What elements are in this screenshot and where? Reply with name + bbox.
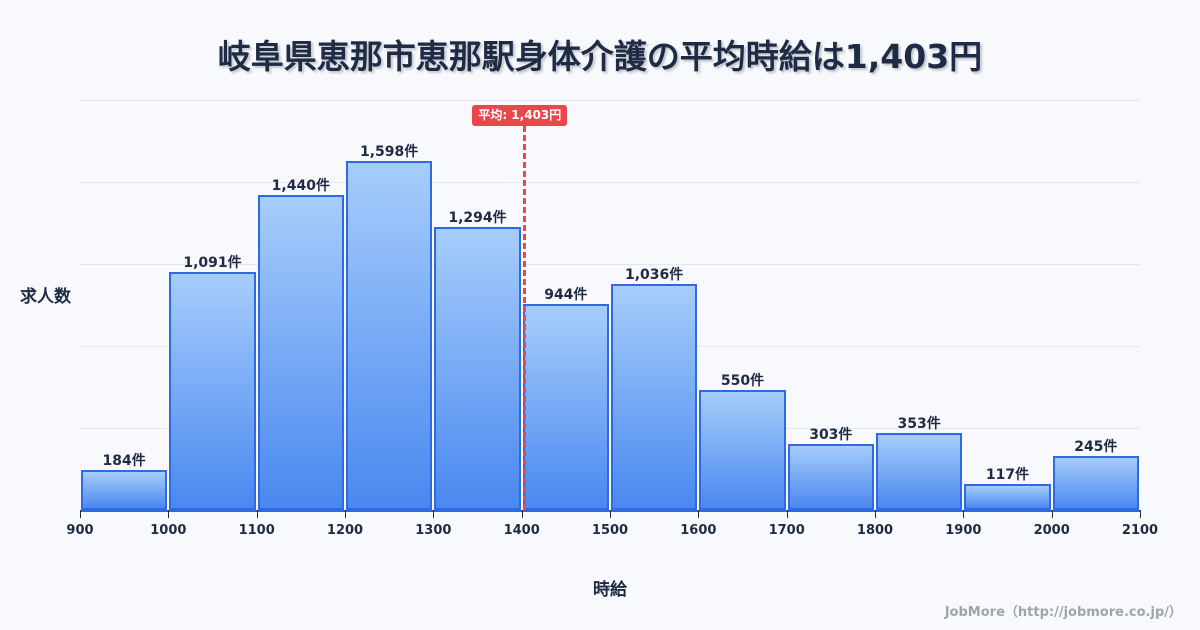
x-tick-label: 1300 [415, 523, 452, 538]
x-tick [963, 510, 965, 518]
x-tick-label: 1200 [326, 523, 364, 538]
x-tick-label: 1600 [680, 523, 717, 538]
histogram-bar [169, 271, 256, 510]
histogram-bar [964, 484, 1051, 510]
x-tick-label: 2100 [1121, 523, 1159, 538]
x-tick [521, 510, 523, 518]
x-tick-label: 900 [66, 523, 94, 538]
bar-value-label: 1,036件 [625, 266, 684, 283]
histogram-bar [787, 443, 874, 510]
x-tick [698, 510, 700, 518]
gridline [80, 346, 1140, 347]
x-axis-label: 時給 [593, 580, 627, 600]
histogram-bar [611, 283, 698, 510]
histogram-bar [1052, 456, 1139, 510]
y-axis-label: 求人数 [20, 287, 71, 307]
gridline [80, 100, 1140, 101]
bar-value-label: 1,091件 [183, 254, 242, 271]
x-tick-label: 2000 [1033, 523, 1070, 538]
x-tick [1051, 510, 1053, 518]
histogram-bar [81, 469, 168, 510]
source-credit: JobMore（http://jobmore.co.jp/） [944, 605, 1182, 620]
bar-value-label: 1,598件 [360, 143, 419, 160]
bar-value-label: 1,294件 [448, 210, 507, 227]
x-tick-label: 1400 [503, 523, 540, 538]
x-tick [433, 510, 435, 518]
gridline [80, 264, 1140, 265]
bar-value-label: 117件 [985, 467, 1030, 484]
plot-area: 184件 1,091件 1,440件 1,598件 1,294件 944件 1,036件 55… [80, 100, 1140, 510]
gridline [80, 428, 1140, 429]
x-tick [256, 510, 258, 518]
x-tick-label: 1100 [238, 523, 275, 538]
bar-value-label: 944件 [544, 286, 588, 303]
x-tick-label: 1700 [768, 523, 805, 538]
x-tick [786, 510, 788, 518]
mean-badge: 平均: 1,403円 [472, 105, 568, 126]
x-tick-label: 1500 [591, 523, 629, 538]
bar-value-label: 550件 [720, 372, 765, 389]
x-tick-label: 1800 [856, 523, 894, 538]
x-tick [168, 510, 170, 518]
x-tick [345, 510, 346, 518]
histogram-bar [257, 195, 344, 510]
bar-value-label: 1,440件 [271, 178, 330, 195]
histogram-bar [434, 227, 521, 510]
bar-value-label: 303件 [809, 426, 853, 443]
bar-value-label: 184件 [102, 452, 146, 469]
gridline [80, 182, 1140, 183]
bar-value-label: 353件 [897, 415, 941, 432]
x-tick-label: 1900 [945, 523, 982, 538]
x-tick-label: 1000 [150, 523, 187, 538]
histogram-bar [346, 160, 433, 510]
histogram-bar [699, 389, 786, 510]
x-tick [1140, 510, 1141, 518]
x-tick [80, 510, 81, 518]
x-tick [875, 510, 876, 518]
x-tick [610, 510, 611, 518]
mean-line [523, 126, 527, 510]
bar-value-label: 245件 [1074, 439, 1118, 456]
chart-title: 岐阜県恵那市恵那駅身体介護の平均時給は1,403円 [217, 37, 983, 76]
histogram-bar [876, 432, 963, 510]
histogram-bar [522, 303, 609, 510]
